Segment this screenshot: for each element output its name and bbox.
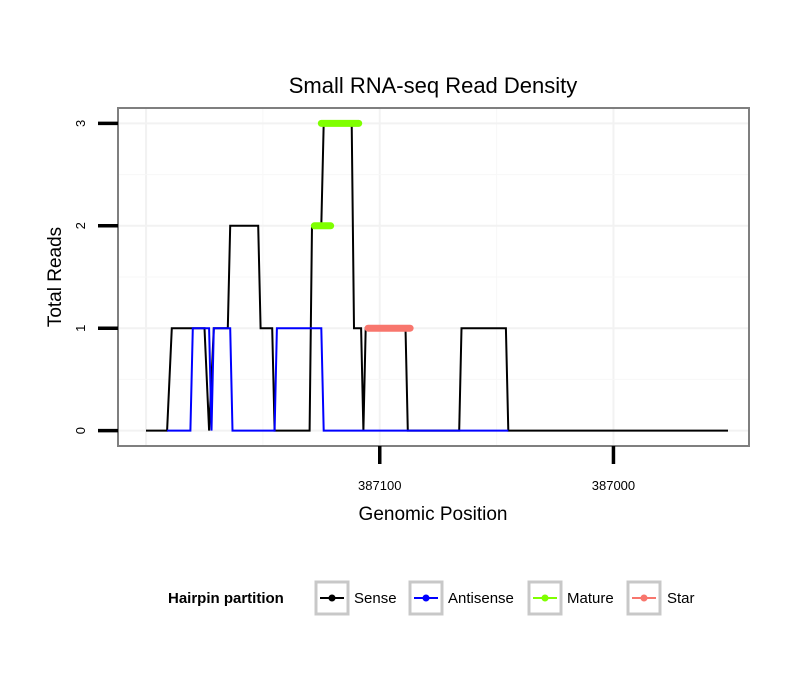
gridlines: [118, 108, 749, 446]
legend-label-antisense: Antisense: [448, 590, 514, 607]
legend-key-point: [422, 594, 430, 602]
plot-border: [117, 107, 750, 447]
y-tick-label: 1: [73, 325, 88, 332]
y-tick-label: 0: [73, 427, 88, 434]
y-axis-label: Total Reads: [45, 227, 66, 327]
legend: Hairpin partition Sense Antisense Mature Sta…: [168, 580, 695, 616]
x-tick-label: 387100: [358, 478, 401, 493]
legend-title: Hairpin partition: [168, 590, 284, 607]
series-antisense-line: [167, 327, 509, 432]
legend-label-mature: Mature: [567, 590, 614, 607]
y-tick-label: 2: [73, 222, 88, 229]
y-tick-label: 3: [73, 120, 88, 127]
data-layer: [146, 119, 728, 432]
x-axis-label: Genomic Position: [359, 504, 508, 525]
legend-key-point: [328, 594, 336, 602]
x-tick-label: 387000: [592, 478, 635, 493]
axes: 387100 387000 0 1 2 3: [73, 120, 635, 493]
chart-title: Small RNA-seq Read Density: [289, 73, 578, 98]
legend-label-star: Star: [667, 590, 695, 607]
legend-key-point: [541, 594, 549, 602]
legend-key-point: [640, 594, 648, 602]
legend-label-sense: Sense: [354, 590, 397, 607]
